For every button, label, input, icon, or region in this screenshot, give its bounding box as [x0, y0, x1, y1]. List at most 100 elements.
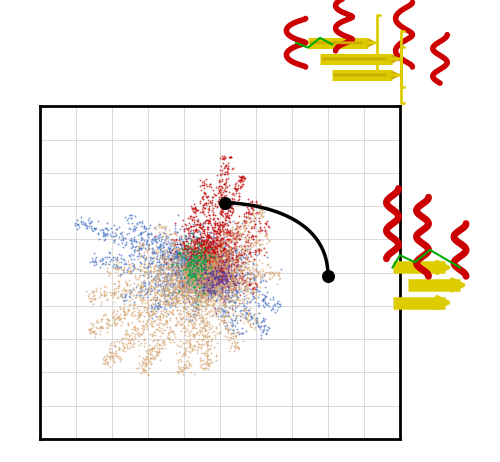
- Point: [185, 269, 193, 276]
- Point: [180, 241, 188, 249]
- Point: [210, 297, 218, 304]
- Point: [258, 208, 266, 215]
- Point: [207, 269, 215, 276]
- Point: [204, 255, 212, 263]
- Point: [73, 225, 81, 232]
- Point: [213, 255, 221, 262]
- Point: [190, 274, 198, 282]
- Point: [212, 287, 220, 295]
- Point: [205, 202, 213, 210]
- Point: [95, 235, 103, 242]
- Point: [200, 229, 207, 237]
- Point: [176, 284, 184, 292]
- Point: [216, 242, 224, 249]
- Point: [204, 262, 212, 269]
- Point: [175, 269, 183, 276]
- Point: [202, 272, 210, 280]
- Point: [102, 292, 110, 299]
- Point: [262, 330, 270, 338]
- Point: [208, 237, 216, 244]
- Point: [197, 266, 205, 273]
- Point: [226, 284, 234, 292]
- Point: [205, 255, 213, 263]
- Point: [217, 261, 225, 268]
- Point: [184, 288, 192, 295]
- Point: [198, 258, 206, 266]
- Point: [208, 265, 216, 273]
- Point: [242, 255, 250, 262]
- Point: [214, 274, 222, 282]
- Point: [128, 242, 136, 249]
- Point: [206, 282, 214, 289]
- Point: [176, 249, 184, 257]
- Point: [200, 265, 208, 273]
- Point: [188, 316, 196, 324]
- Point: [200, 262, 208, 270]
- Point: [148, 295, 156, 303]
- Point: [120, 241, 128, 249]
- Point: [203, 236, 211, 243]
- Point: [183, 267, 191, 274]
- Point: [157, 325, 165, 332]
- Point: [204, 288, 212, 295]
- Point: [254, 267, 262, 274]
- Point: [216, 279, 224, 286]
- Point: [254, 245, 262, 253]
- Point: [112, 310, 120, 318]
- Point: [228, 292, 236, 299]
- Point: [246, 311, 254, 318]
- Point: [230, 243, 238, 251]
- Point: [142, 362, 150, 370]
- Point: [260, 231, 268, 239]
- Point: [199, 258, 207, 265]
- Point: [230, 232, 238, 240]
- Point: [146, 262, 154, 270]
- Point: [223, 167, 231, 174]
- Point: [200, 269, 208, 276]
- Point: [200, 267, 208, 274]
- Point: [190, 256, 198, 263]
- Point: [128, 261, 136, 269]
- Point: [218, 261, 226, 268]
- Point: [226, 274, 234, 282]
- Point: [192, 272, 200, 280]
- Point: [140, 342, 147, 349]
- Point: [208, 267, 216, 274]
- Point: [255, 324, 263, 331]
- Point: [218, 247, 226, 255]
- Point: [234, 295, 242, 302]
- Point: [129, 266, 137, 273]
- Point: [191, 253, 199, 261]
- Point: [206, 296, 214, 304]
- Point: [222, 280, 230, 288]
- Point: [233, 186, 241, 193]
- Point: [195, 249, 203, 256]
- Point: [199, 276, 207, 284]
- Point: [232, 225, 240, 232]
- Point: [202, 264, 210, 271]
- Point: [162, 317, 170, 325]
- Point: [186, 271, 194, 279]
- Point: [256, 318, 264, 326]
- Point: [255, 236, 263, 243]
- Point: [167, 265, 175, 272]
- Point: [236, 345, 244, 353]
- Point: [210, 186, 218, 193]
- Point: [191, 278, 199, 285]
- Point: [241, 272, 249, 279]
- Point: [182, 362, 190, 369]
- Point: [201, 243, 209, 250]
- Point: [180, 268, 188, 275]
- Point: [224, 214, 232, 221]
- Point: [202, 282, 210, 289]
- Point: [232, 292, 240, 299]
- Point: [180, 287, 188, 295]
- Point: [194, 251, 202, 259]
- Point: [156, 263, 164, 271]
- Point: [191, 257, 199, 265]
- Point: [200, 251, 208, 258]
- Point: [212, 254, 220, 261]
- Point: [254, 309, 262, 316]
- Point: [139, 282, 147, 290]
- Point: [229, 206, 237, 213]
